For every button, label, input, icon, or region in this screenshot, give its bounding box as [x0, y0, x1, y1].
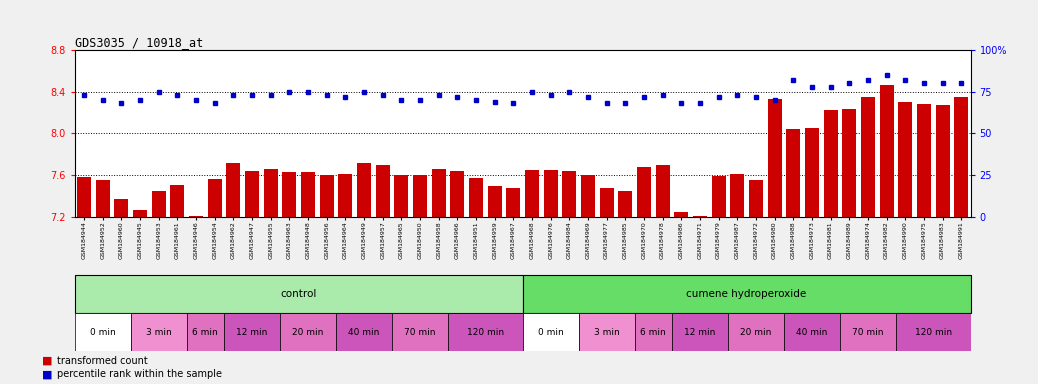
Bar [187, 313, 224, 351]
Bar [840, 313, 896, 351]
Bar [935, 105, 950, 217]
Bar [432, 169, 445, 217]
Text: cumene hydroperoxide: cumene hydroperoxide [686, 289, 807, 299]
Bar [728, 313, 784, 351]
Text: 120 min: 120 min [467, 328, 503, 337]
Text: control: control [280, 289, 317, 299]
Bar [282, 172, 297, 217]
Bar [563, 171, 576, 217]
Bar [336, 313, 392, 351]
Bar [394, 175, 408, 217]
Bar [448, 313, 523, 351]
Bar [226, 163, 241, 217]
Bar [581, 175, 595, 217]
Text: 12 min: 12 min [237, 328, 268, 337]
Bar [245, 171, 260, 217]
Bar [75, 275, 523, 313]
Text: 0 min: 0 min [538, 328, 564, 337]
Bar [898, 102, 912, 217]
Text: percentile rank within the sample: percentile rank within the sample [57, 369, 222, 379]
Text: 3 min: 3 min [146, 328, 171, 337]
Bar [77, 177, 91, 217]
Bar [357, 163, 371, 217]
Bar [152, 191, 166, 217]
Bar [578, 313, 634, 351]
Bar [693, 216, 707, 217]
Bar [804, 128, 819, 217]
Bar [413, 175, 427, 217]
Bar [450, 171, 464, 217]
Bar [823, 111, 838, 217]
Bar [525, 170, 539, 217]
Bar [861, 97, 875, 217]
Bar [301, 172, 315, 217]
Bar [544, 170, 557, 217]
Text: 70 min: 70 min [404, 328, 436, 337]
Bar [392, 313, 448, 351]
Bar [208, 179, 222, 217]
Bar [672, 313, 728, 351]
Bar [619, 191, 632, 217]
Bar [767, 99, 782, 217]
Bar [637, 167, 651, 217]
Bar [954, 97, 968, 217]
Text: 12 min: 12 min [684, 328, 715, 337]
Text: ■: ■ [42, 356, 52, 366]
Bar [842, 109, 856, 217]
Text: 3 min: 3 min [594, 328, 620, 337]
Bar [376, 165, 389, 217]
Bar [675, 212, 688, 217]
Bar [784, 313, 840, 351]
Bar [75, 313, 131, 351]
Bar [133, 210, 147, 217]
Bar [523, 275, 971, 313]
Bar [507, 188, 520, 217]
Bar [114, 199, 129, 217]
Bar [469, 178, 483, 217]
Text: ■: ■ [42, 369, 52, 379]
Bar [189, 216, 203, 217]
Bar [170, 185, 185, 217]
Bar [786, 129, 800, 217]
Text: 20 min: 20 min [740, 328, 771, 337]
Bar [917, 104, 931, 217]
Text: 6 min: 6 min [640, 328, 666, 337]
Bar [600, 188, 613, 217]
Text: 120 min: 120 min [914, 328, 952, 337]
Text: GDS3035 / 10918_at: GDS3035 / 10918_at [75, 36, 203, 49]
Bar [523, 313, 578, 351]
Text: 40 min: 40 min [349, 328, 380, 337]
Bar [95, 180, 110, 217]
Bar [224, 313, 280, 351]
Text: 6 min: 6 min [192, 328, 218, 337]
Bar [748, 180, 763, 217]
Bar [634, 313, 672, 351]
Text: 70 min: 70 min [852, 328, 883, 337]
Bar [131, 313, 187, 351]
Text: 40 min: 40 min [796, 328, 827, 337]
Text: 20 min: 20 min [293, 328, 324, 337]
Bar [731, 174, 744, 217]
Bar [712, 176, 726, 217]
Bar [320, 175, 333, 217]
Text: transformed count: transformed count [57, 356, 147, 366]
Bar [488, 185, 501, 217]
Bar [879, 85, 894, 217]
Bar [896, 313, 971, 351]
Bar [656, 165, 670, 217]
Bar [264, 169, 278, 217]
Bar [338, 174, 352, 217]
Bar [280, 313, 336, 351]
Text: 0 min: 0 min [90, 328, 115, 337]
